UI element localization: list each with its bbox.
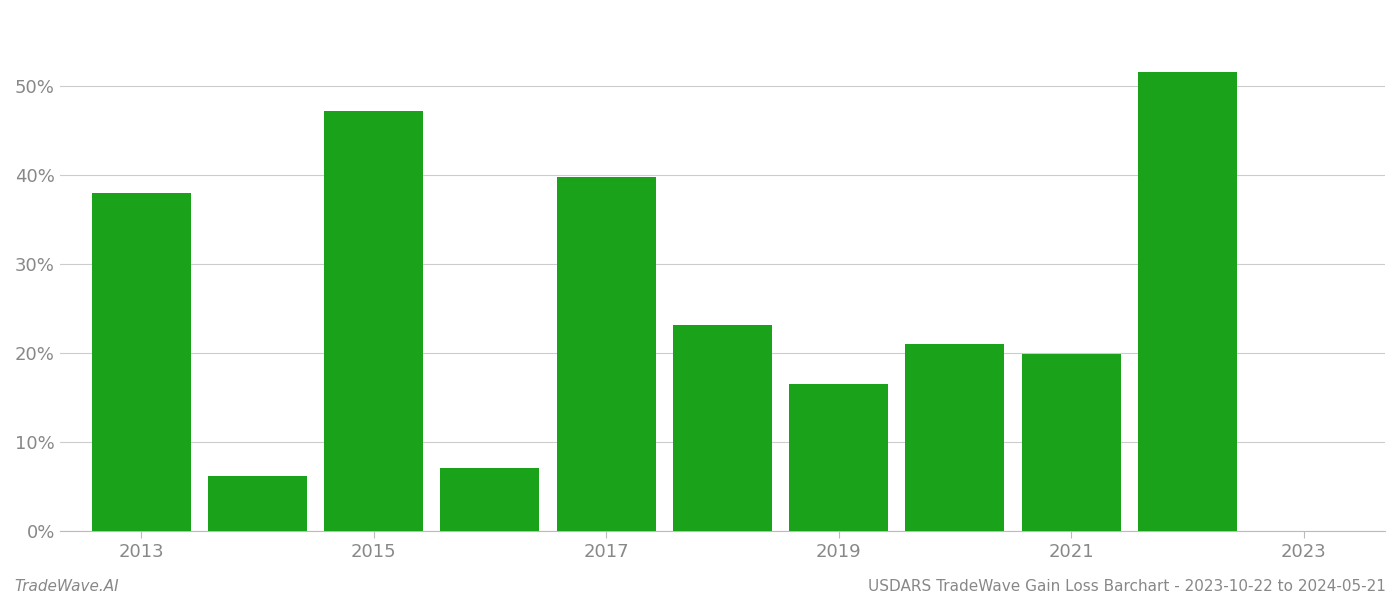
Bar [906,344,1004,531]
Bar [1022,354,1120,531]
Text: USDARS TradeWave Gain Loss Barchart - 2023-10-22 to 2024-05-21: USDARS TradeWave Gain Loss Barchart - 20… [868,579,1386,594]
Bar [673,325,771,531]
Bar [790,385,888,531]
Text: TradeWave.AI: TradeWave.AI [14,579,119,594]
Bar [92,193,190,531]
Bar [209,476,307,531]
Bar [325,111,423,531]
Bar [1138,72,1236,531]
Bar [557,177,655,531]
Bar [441,468,539,531]
